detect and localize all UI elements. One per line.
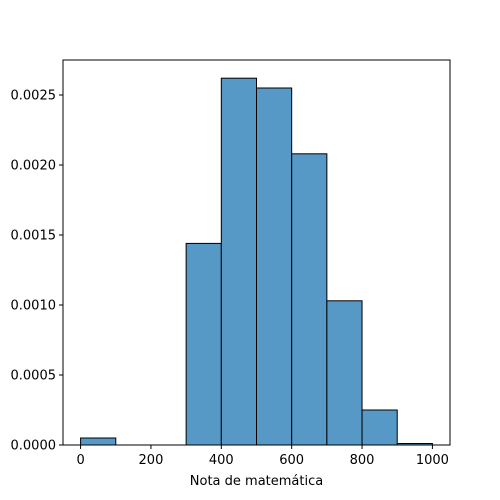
y-axis-ticks: 0.0000 0.0005 0.0010 0.0015 0.0020 0.0025: [11, 89, 63, 454]
y-tick-label: 0.0010: [11, 299, 57, 314]
y-tick-label: 0.0005: [11, 369, 57, 384]
histogram-bar: [361, 409, 398, 446]
histogram-bar: [220, 77, 257, 446]
histogram-bar: [256, 87, 293, 446]
x-tick-label: 400: [209, 453, 234, 468]
x-axis-ticks: 0 200 400 600 800 1000: [76, 445, 449, 468]
histogram-bar: [291, 153, 328, 446]
x-tick-label: 200: [139, 453, 164, 468]
x-tick-label: 0: [76, 453, 84, 468]
histogram-bars: [80, 77, 433, 446]
histogram-bar: [326, 300, 363, 446]
histogram-bar: [185, 242, 222, 446]
x-axis-label: Nota de matemática: [190, 474, 323, 489]
x-tick-label: 1000: [416, 453, 449, 468]
plot-frame: [62, 59, 451, 446]
x-tick-label: 800: [350, 453, 375, 468]
histogram-bar: [80, 437, 117, 446]
y-tick-label: 0.0025: [11, 89, 57, 104]
y-tick-label: 0.0015: [11, 229, 57, 244]
y-tick-label: 0.0020: [11, 159, 57, 174]
y-tick-label: 0.0000: [11, 439, 57, 454]
x-tick-label: 600: [279, 453, 304, 468]
